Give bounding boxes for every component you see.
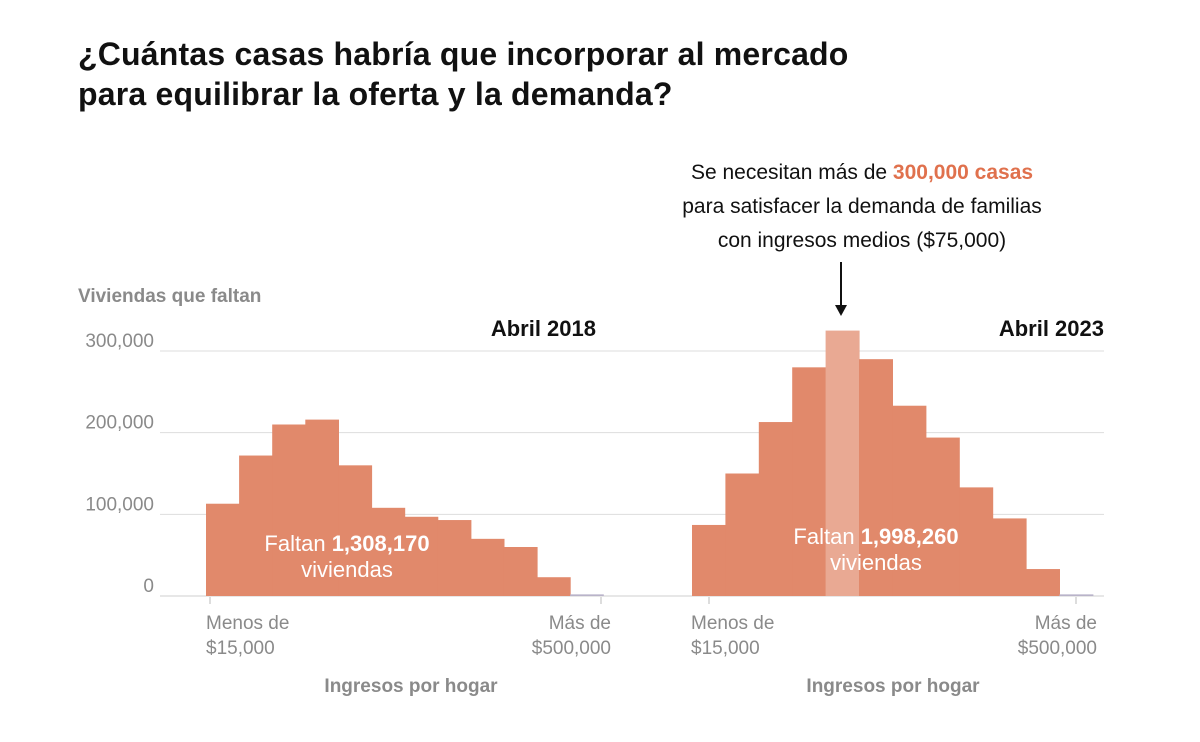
x-right-label-2018-a: Más de [549, 613, 611, 634]
x-axis-label-2023: Ingresos por hogar [806, 676, 980, 697]
chart-2018: Abril 2018 Faltan 1,308,170 viviendas Me… [206, 316, 611, 697]
bar-2023-1 [725, 473, 760, 596]
bar-2018-10 [537, 577, 571, 596]
total-value-2023: 1,998,260 [861, 524, 959, 549]
bar-2018-2 [272, 424, 306, 596]
x-right-label-2018-b: $500,000 [532, 638, 611, 659]
total-prefix-2023: Faltan [793, 524, 860, 549]
bar-2018-7 [437, 520, 472, 596]
bar-2018-0 [206, 503, 240, 596]
x-left-label-2018-b: $15,000 [206, 638, 275, 659]
y-tick-label: 0 [143, 576, 154, 597]
bar-2018-9 [503, 547, 538, 596]
total-value-2018: 1,308,170 [332, 531, 430, 556]
annotation-arrow-head [835, 305, 847, 316]
panel-title-2018: Abril 2018 [491, 316, 596, 341]
bar-2023-5 [859, 359, 893, 596]
x-right-label-2023-a: Más de [1035, 613, 1097, 634]
bars-2018 [206, 419, 604, 596]
title-line-1: ¿Cuántas casas habría que incorporar al … [78, 36, 849, 72]
y-tick-label: 100,000 [85, 494, 154, 515]
x-axis-label-2018: Ingresos por hogar [324, 676, 498, 697]
annotation-line-1: Se necesitan más de 300,000 casas [691, 161, 1033, 184]
y-axis-label: Viviendas que faltan [78, 286, 261, 307]
bar-2023-3 [792, 367, 827, 596]
bar-2018-4 [338, 465, 373, 596]
bar-2018-8 [470, 538, 505, 596]
bar-2023-8 [959, 487, 994, 596]
bar-2023-7 [925, 437, 960, 596]
y-tick-labels: 0 100,000 200,000 300,000 [85, 331, 154, 597]
bar-2018-3 [305, 419, 339, 596]
bar-2023-10 [1026, 569, 1060, 596]
bar-2023-0 [692, 524, 726, 596]
bar-2018-6 [404, 516, 439, 596]
annotation-line-2: para satisfacer la demanda de familias [682, 195, 1042, 218]
title-line-2: para equilibrar la oferta y la demanda? [78, 76, 673, 112]
total-suffix-2023: viviendas [830, 550, 922, 575]
total-label-2018: Faltan 1,308,170 [264, 531, 429, 556]
bar-2023-9 [992, 518, 1027, 596]
total-prefix-2018: Faltan [264, 531, 331, 556]
x-right-label-2023-b: $500,000 [1018, 638, 1097, 659]
chart-2023: Abril 2023 Faltan 1,998,260 viviendas Me… [691, 316, 1104, 697]
annotation: Se necesitan más de 300,000 casas para s… [682, 161, 1042, 252]
annotation-highlight: 300,000 casas [893, 161, 1033, 184]
panel-title-2023: Abril 2023 [999, 316, 1104, 341]
bar-2023-2 [758, 422, 793, 596]
y-tick-label: 300,000 [85, 331, 154, 352]
y-tick-label: 200,000 [85, 413, 154, 434]
annotation-line-3: con ingresos medios ($75,000) [718, 229, 1006, 252]
x-left-label-2023-b: $15,000 [691, 638, 760, 659]
x-left-label-2018-a: Menos de [206, 613, 289, 634]
total-suffix-2018: viviendas [301, 557, 393, 582]
bar-2023-11 [1059, 594, 1094, 596]
annotation-prefix: Se necesitan más de [691, 161, 893, 184]
x-left-label-2023-a: Menos de [691, 613, 774, 634]
bar-2018-1 [239, 455, 273, 596]
bar-2023-6 [892, 405, 927, 596]
bar-2018-5 [371, 507, 406, 596]
chart-title: ¿Cuántas casas habría que incorporar al … [78, 34, 1078, 114]
bar-2023-4 [825, 330, 860, 596]
total-label-2023: Faltan 1,998,260 [793, 524, 958, 549]
bar-2018-11 [570, 594, 604, 596]
bars-2023 [692, 330, 1094, 596]
